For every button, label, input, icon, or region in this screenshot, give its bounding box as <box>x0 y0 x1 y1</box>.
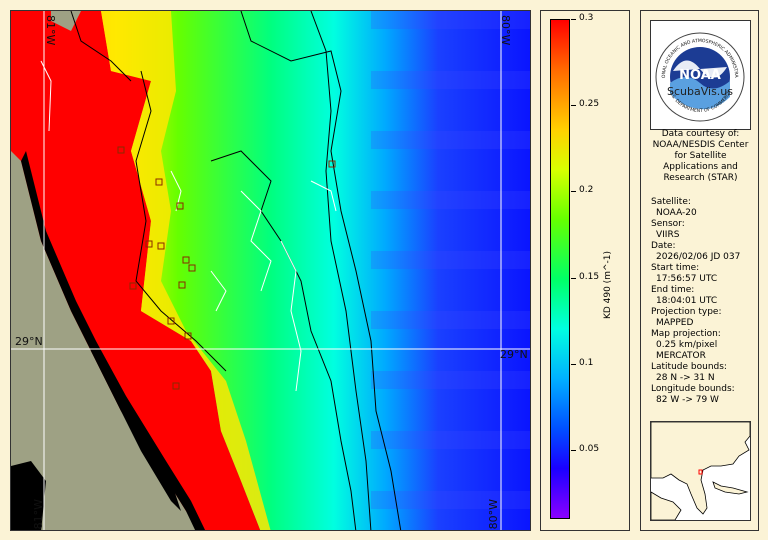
meta-value: 18:04:01 UTC <box>656 296 718 306</box>
meta-value: 82 W -> 79 W <box>656 395 719 405</box>
colorbar-tick <box>571 191 576 193</box>
meta-value: MAPPED <box>656 318 694 328</box>
locator-map-image <box>651 422 750 520</box>
shoal-contours <box>40 60 337 392</box>
colorbar-tick-label: 0.25 <box>579 99 600 110</box>
logo-text: NOAA <box>679 68 721 83</box>
kd490-map-image <box>11 11 530 530</box>
meta-value: 2026/02/06 JD 037 <box>656 252 741 262</box>
station-markers <box>117 146 336 390</box>
satellite-map: 81°W 80°W 81°W 80°W 29°N 29°N <box>10 10 531 531</box>
credit-line: for Satellite <box>674 151 727 161</box>
colorbar-tick <box>571 277 576 279</box>
colorbar-label: KD 490 (m^-1) <box>603 251 613 320</box>
lon-label-top-right: 80°W <box>499 15 512 46</box>
credit-line: NOAA/NESDIS Center <box>652 140 749 150</box>
lon-label-bottom-left: 81°W <box>32 499 45 530</box>
locator-map <box>650 421 751 521</box>
meta-label: Sensor: <box>651 219 685 229</box>
colorbar-tick-label: 0.1 <box>579 357 594 368</box>
meta-value: VIIRS <box>656 230 680 240</box>
meta-label: End time: <box>651 285 695 295</box>
meta-value: 28 N -> 31 N <box>656 373 715 383</box>
contour-lines <box>70 11 402 530</box>
meta-value: 0.25 km/pixel <box>656 340 718 350</box>
mexico-outline <box>651 491 682 520</box>
meta-value: NOAA-20 <box>656 208 697 218</box>
colorbar-tick <box>571 19 576 20</box>
colorbar-panel: 0.3 0.25 0.2 0.15 0.1 0.05 KD 490 (m^-1) <box>540 10 630 531</box>
lon-label-top-left: 81°W <box>44 15 57 46</box>
colorbar <box>550 19 570 519</box>
transition-water <box>101 11 271 530</box>
info-panel: NOAA NATIONAL OCEANIC AND ATMOSPHERIC AD… <box>640 10 759 531</box>
meta-label: Satellite: <box>651 197 691 207</box>
meta-value: 17:56:57 UTC <box>656 274 718 284</box>
meta-label: Date: <box>651 241 676 251</box>
noaa-emblem-icon: NOAA NATIONAL OCEANIC AND ATMOSPHERIC AD… <box>649 17 745 122</box>
colorbar-tick-label: 0.3 <box>579 13 594 23</box>
noaa-logo: NOAA NATIONAL OCEANIC AND ATMOSPHERIC AD… <box>649 17 751 130</box>
lat-label-right: 29°N <box>500 348 528 361</box>
colorbar-tick <box>571 105 576 107</box>
us-landmass <box>651 422 750 515</box>
watermark-text: ScubaVis.us <box>667 85 733 98</box>
colorbar-tick-label: 0.2 <box>579 185 594 196</box>
meta-label: Map projection: <box>651 329 721 339</box>
colorbar-tick <box>571 450 576 452</box>
meta-label: Longitude bounds: <box>651 384 735 394</box>
land-mainland <box>11 151 200 530</box>
credit-line: Research (STAR) <box>663 173 738 183</box>
lat-label-left: 29°N <box>15 335 43 348</box>
data-credit: Data courtesy of: NOAA/NESDIS Center for S… <box>645 129 756 184</box>
south-land <box>11 461 46 530</box>
meta-value: MERCATOR <box>656 351 706 361</box>
metadata-list: Satellite: NOAA-20 Sensor: VIIRS Date: 2026/0… <box>651 197 757 406</box>
credit-line: Data courtesy of: <box>661 129 740 139</box>
lon-label-bottom-right: 80°W <box>487 499 500 530</box>
colorbar-tick <box>571 363 576 365</box>
region-marker <box>698 469 703 475</box>
colorbar-tick-label: 0.05 <box>579 444 600 455</box>
colorbar-tick-label: 0.15 <box>579 271 600 282</box>
inner-island <box>91 351 181 511</box>
meta-label: Start time: <box>651 263 700 273</box>
meta-label: Projection type: <box>651 307 722 317</box>
credit-line: Applications and <box>663 162 738 172</box>
graticule <box>11 11 530 530</box>
cuba-outline <box>712 481 749 495</box>
meta-label: Latitude bounds: <box>651 362 727 372</box>
north-land <box>51 11 81 31</box>
